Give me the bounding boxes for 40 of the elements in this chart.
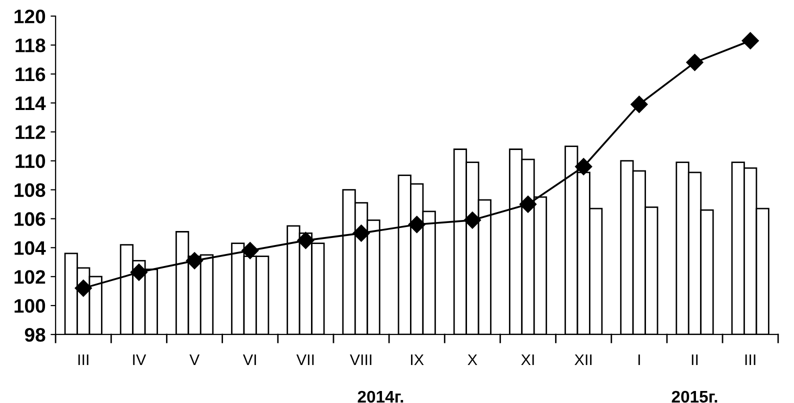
x-tick-label: I — [638, 354, 640, 366]
point — [464, 212, 481, 229]
y-tick-label: 120 — [14, 10, 46, 24]
point — [408, 216, 426, 234]
point — [352, 224, 370, 242]
x-tick-label: VI — [242, 354, 256, 366]
y-tick-label: 102 — [14, 270, 46, 284]
point — [630, 96, 648, 113]
text: 2014г. — [358, 390, 404, 403]
x-tick-label: XII — [574, 354, 592, 366]
point — [742, 32, 759, 50]
text: 2015г. — [672, 390, 718, 403]
x-tick-label: VII — [296, 354, 314, 366]
y-tick-label: 112 — [16, 125, 46, 139]
y-tick-label: 114 — [16, 96, 46, 110]
y-tick-label: 116 — [16, 67, 46, 82]
point — [297, 232, 314, 249]
point — [130, 264, 148, 281]
y-tick-label: 118 — [16, 38, 46, 52]
x-tick-label: III — [745, 354, 756, 366]
y-tick-label: 110 — [16, 154, 46, 168]
point — [519, 196, 537, 213]
point — [186, 252, 204, 270]
point — [575, 158, 592, 176]
x-tick-label: IV — [133, 354, 146, 366]
x-tick-label: III — [78, 354, 88, 366]
x-tick-label: II — [692, 354, 698, 366]
point — [242, 242, 259, 260]
y-tick-label: 108 — [14, 183, 46, 198]
point — [686, 54, 704, 71]
point — [74, 280, 92, 297]
y-tick-label: 104 — [14, 241, 46, 255]
y-tick-label: 98 — [24, 328, 46, 342]
x-tick-label: IX — [411, 354, 424, 366]
x-tick-label: VIII — [350, 354, 372, 366]
x-tick-label: XI — [521, 354, 534, 366]
y-tick-label: 106 — [14, 212, 46, 226]
x-tick-label: V — [190, 354, 200, 366]
y-tick-label: 100 — [14, 299, 46, 313]
x-tick-label: X — [468, 354, 478, 366]
